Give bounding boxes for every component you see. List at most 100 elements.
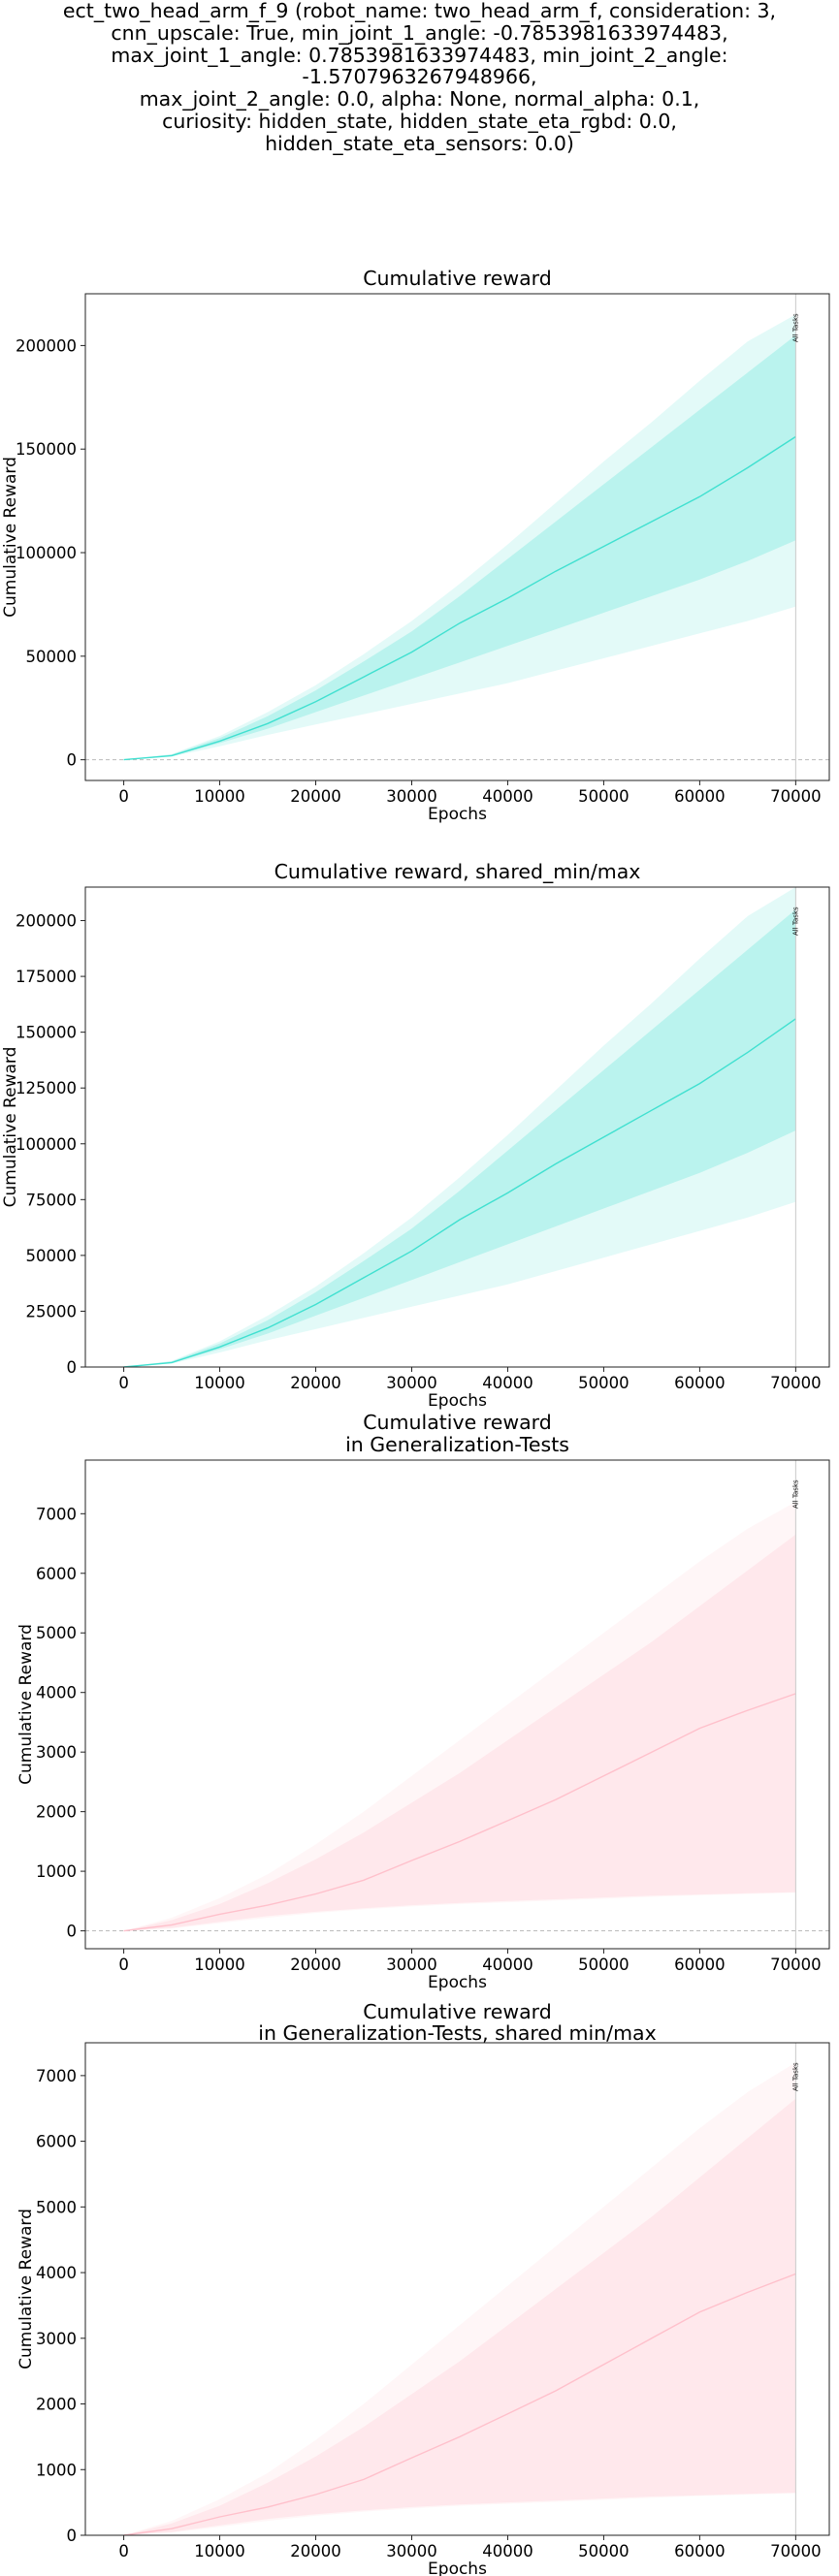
y-tick-label: 125000 xyxy=(16,1079,77,1097)
y-tick-label: 50000 xyxy=(26,648,78,666)
y-tick-label: 0 xyxy=(67,1923,78,1941)
mean-line xyxy=(123,1693,796,1932)
x-tick-label: 10000 xyxy=(194,1956,245,1974)
x-tick-label: 60000 xyxy=(674,2542,726,2560)
y-tick-label: 0 xyxy=(67,2527,78,2545)
plot-area xyxy=(85,314,829,761)
x-tick-label: 50000 xyxy=(578,1956,629,1974)
min-max-band xyxy=(123,1502,796,1931)
std-band xyxy=(123,334,796,760)
figure-title: ect_two_head_arm_f_9 (robot_name: two_he… xyxy=(62,0,777,155)
x-tick-label: 30000 xyxy=(386,2542,437,2560)
chart-title: Cumulative reward, shared_min/max xyxy=(274,860,641,884)
y-axis-label: Cumulative Reward xyxy=(16,2209,36,2369)
x-tick-label: 60000 xyxy=(674,1956,726,1974)
x-tick-label: 50000 xyxy=(578,787,629,806)
y-tick-label: 7000 xyxy=(36,1505,77,1523)
y-tick-label: 150000 xyxy=(16,440,77,459)
plot-area xyxy=(123,2062,796,2535)
x-tick-label: 20000 xyxy=(290,787,341,806)
mean-line xyxy=(123,435,796,761)
x-tick-label: 0 xyxy=(118,1956,129,1974)
x-tick-label: 30000 xyxy=(386,1956,437,1974)
x-tick-label: 30000 xyxy=(386,787,437,806)
y-tick-label: 6000 xyxy=(36,2133,77,2151)
y-axis-label: Cumulative Reward xyxy=(1,457,20,618)
plot-area xyxy=(123,887,796,1367)
y-tick-label: 1000 xyxy=(36,2461,77,2479)
std-band xyxy=(123,1534,796,1931)
x-tick-label: 70000 xyxy=(770,2542,822,2560)
y-axis-label: Cumulative Reward xyxy=(16,1624,36,1785)
plot-frame xyxy=(84,1459,830,1950)
y-tick-label: 50000 xyxy=(26,1247,78,1265)
all-tasks-label: All Tasks xyxy=(791,2062,799,2091)
x-tick-label: 70000 xyxy=(770,787,822,806)
y-tick-label: 2000 xyxy=(36,2396,77,2414)
x-tick-label: 10000 xyxy=(194,787,245,806)
plot-frame xyxy=(84,293,830,781)
y-tick-label: 0 xyxy=(67,1358,78,1377)
y-tick-label: 200000 xyxy=(16,336,77,355)
y-tick-label: 4000 xyxy=(36,1684,77,1702)
x-tick-label: 40000 xyxy=(482,787,533,806)
mean-line xyxy=(123,1018,796,1367)
x-axis-label: Epochs xyxy=(428,1391,487,1411)
plot-frame xyxy=(84,2042,830,2536)
y-tick-label: 3000 xyxy=(36,2330,77,2348)
plot-frame xyxy=(84,886,830,1368)
chart-title: Cumulative reward xyxy=(363,267,552,290)
y-tick-label: 200000 xyxy=(16,912,77,931)
x-tick-label: 10000 xyxy=(194,2542,245,2560)
y-tick-label: 0 xyxy=(67,751,78,770)
x-tick-label: 40000 xyxy=(482,1374,533,1392)
x-axis-label: Epochs xyxy=(428,805,487,824)
chart-cumulative-reward: Cumulative reward All Tasks 0 10000 20000 300… xyxy=(1,267,830,824)
std-band xyxy=(123,909,796,1367)
x-tick-label: 0 xyxy=(118,1374,129,1392)
x-tick-label: 50000 xyxy=(578,1374,629,1392)
x-tick-label: 0 xyxy=(118,787,129,806)
chart-title: Cumulative reward xyxy=(363,1411,552,1434)
x-tick-label: 20000 xyxy=(290,1956,341,1974)
x-tick-label: 40000 xyxy=(482,1956,533,1974)
x-axis-label: Epochs xyxy=(428,1973,487,1992)
x-axis-label: Epochs xyxy=(428,2560,487,2576)
x-tick-label: 20000 xyxy=(290,1374,341,1392)
chart-title: Cumulative reward xyxy=(363,2000,552,2023)
min-max-band xyxy=(123,314,796,760)
chart-title: in Generalization-Tests, shared min/max xyxy=(258,2021,656,2045)
y-tick-label: 25000 xyxy=(26,1302,78,1320)
y-tick-label: 2000 xyxy=(36,1803,77,1822)
mean-line xyxy=(123,2273,796,2535)
all-tasks-label: All Tasks xyxy=(791,906,799,936)
x-tick-label: 70000 xyxy=(770,1374,822,1392)
all-tasks-label: All Tasks xyxy=(791,1479,799,1509)
x-tick-label: 40000 xyxy=(482,2542,533,2560)
min-max-band xyxy=(123,887,796,1367)
min-max-band xyxy=(123,2062,796,2535)
x-tick-label: 20000 xyxy=(290,2542,341,2560)
y-tick-label: 100000 xyxy=(16,1135,77,1154)
y-tick-label: 7000 xyxy=(36,2067,77,2085)
chart-title: in Generalization-Tests xyxy=(345,1433,569,1456)
x-tick-label: 10000 xyxy=(194,1374,245,1392)
x-tick-label: 0 xyxy=(118,2542,129,2560)
y-tick-label: 6000 xyxy=(36,1565,77,1583)
x-tick-label: 70000 xyxy=(770,1956,822,1974)
y-tick-label: 75000 xyxy=(26,1191,78,1209)
y-axis-label: Cumulative Reward xyxy=(1,1047,20,1208)
y-tick-label: 1000 xyxy=(36,1862,77,1881)
all-tasks-label: All Tasks xyxy=(791,313,799,342)
x-tick-label: 60000 xyxy=(674,1374,726,1392)
y-tick-label: 150000 xyxy=(16,1024,77,1042)
chart-cumulative-reward-shared: Cumulative reward, shared_min/max All Tas… xyxy=(1,860,830,1411)
y-tick-label: 5000 xyxy=(36,2198,77,2216)
y-tick-label: 5000 xyxy=(36,1624,77,1642)
x-tick-label: 60000 xyxy=(674,787,726,806)
y-tick-label: 4000 xyxy=(36,2264,77,2282)
x-tick-label: 30000 xyxy=(386,1374,437,1392)
x-tick-label: 50000 xyxy=(578,2542,629,2560)
y-tick-label: 175000 xyxy=(16,968,77,986)
